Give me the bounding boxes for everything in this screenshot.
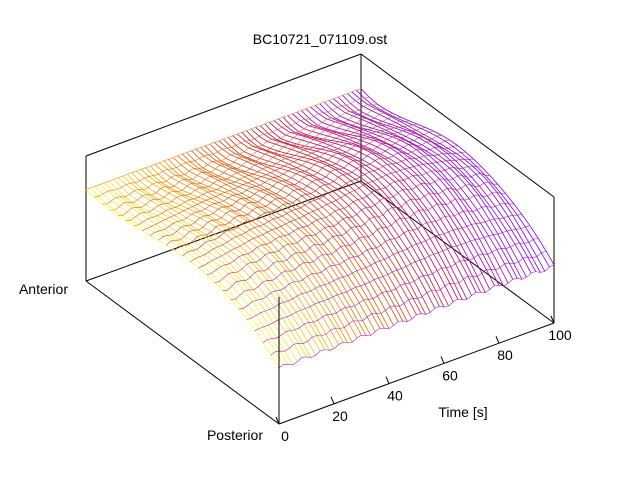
axis-box-front — [85, 280, 555, 425]
surface-line — [110, 108, 386, 211]
surface-line — [190, 151, 466, 262]
box-edge — [85, 53, 362, 157]
surface-line — [145, 167, 339, 345]
surface-line — [206, 165, 482, 276]
surface-line — [254, 225, 530, 332]
surface-line — [198, 158, 474, 269]
surface-line — [150, 127, 426, 236]
surface-line — [85, 88, 362, 190]
surface-line — [93, 96, 370, 198]
surface-line — [134, 120, 410, 227]
x-tick-label: 40 — [387, 388, 403, 404]
surface-line — [182, 145, 458, 257]
x-tick-label: 20 — [332, 408, 348, 424]
x-axis-ticks: 0 20 40 60 80 100 — [275, 315, 572, 444]
x-tick-label: 80 — [497, 347, 513, 363]
surface-line — [262, 237, 538, 343]
depth-label-anterior: Anterior — [19, 281, 68, 297]
surface-line — [102, 103, 378, 205]
surface-line — [168, 159, 362, 336]
surface-line — [347, 93, 541, 273]
x-axis-label: Time [s] — [438, 404, 487, 420]
box-edge — [360, 180, 555, 324]
surface-line — [117, 177, 312, 358]
x-tick-mark — [550, 315, 555, 324]
x-tick-label: 60 — [442, 367, 458, 383]
box-edge — [360, 53, 555, 198]
surface-line — [238, 202, 514, 310]
surface-line — [126, 116, 402, 222]
surface-line — [166, 134, 442, 246]
depth-label-posterior: Posterior — [207, 427, 263, 443]
box-edge — [85, 180, 362, 282]
surface-line — [278, 264, 555, 369]
surface-line — [104, 182, 298, 362]
x-tick-mark — [440, 356, 445, 364]
surface-line — [174, 139, 450, 251]
surface-line — [222, 181, 498, 291]
x-tick-label: 100 — [548, 327, 572, 343]
surface-line — [90, 187, 284, 365]
x-tick-mark — [330, 396, 335, 404]
surface-line — [118, 112, 394, 216]
x-tick-label: 0 — [281, 428, 289, 444]
surface-line — [270, 250, 547, 356]
surface-line — [158, 130, 434, 241]
surface-line — [230, 191, 506, 300]
surface-line — [214, 173, 490, 283]
surface-line — [142, 123, 418, 231]
x-tick-mark — [385, 376, 390, 384]
surface-line — [140, 169, 335, 349]
box-edge — [278, 322, 555, 425]
chart-title: BC10721_071109.ost — [253, 31, 388, 47]
x-tick-mark — [275, 416, 280, 425]
axis-box — [85, 53, 555, 324]
surface-line — [246, 214, 522, 320]
surface-mesh — [85, 88, 555, 369]
x-tick-mark — [495, 336, 500, 344]
box-edge — [85, 280, 280, 425]
